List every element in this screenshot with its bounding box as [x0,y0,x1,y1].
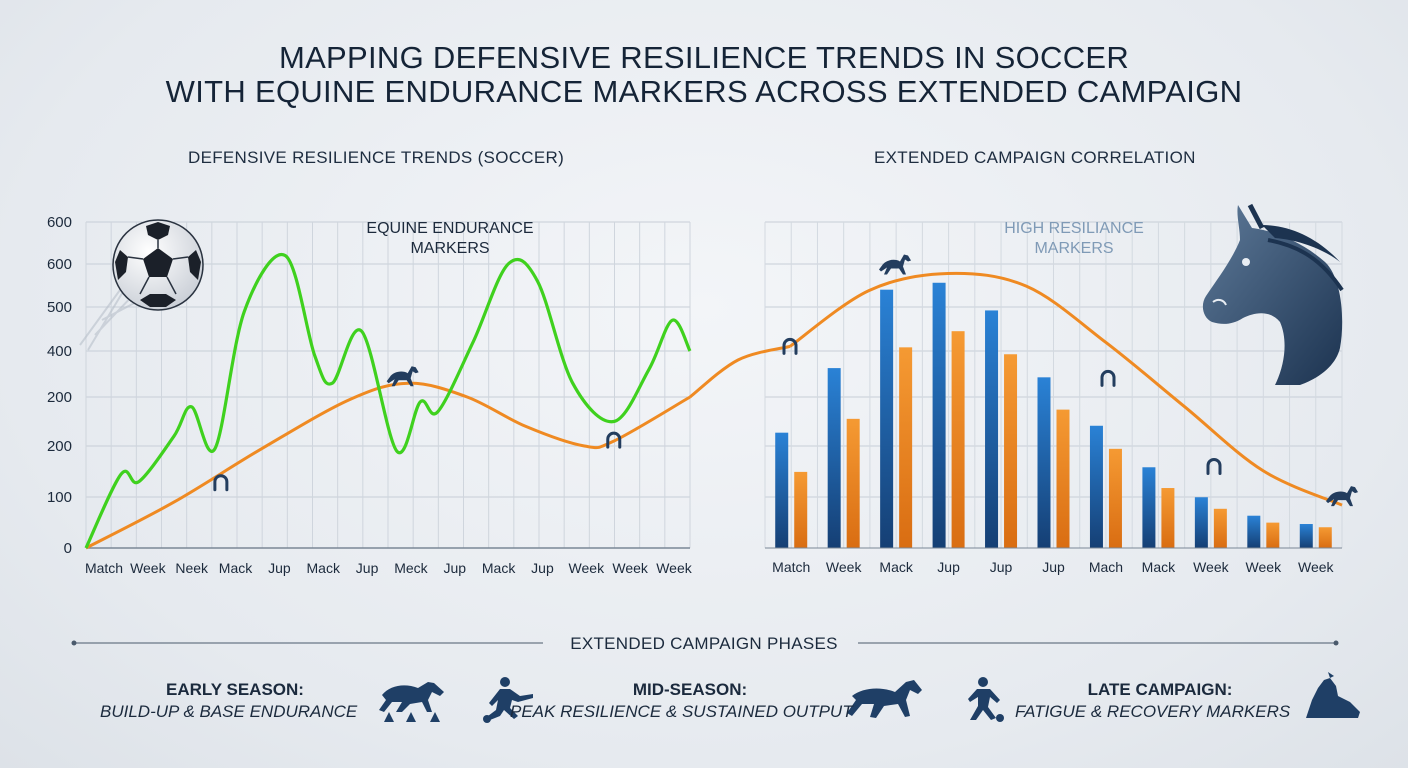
running-horse-icon [847,680,922,718]
resting-horse-icon [1306,672,1360,718]
x-tick-label: Week [1193,559,1230,575]
bridge-trend-line [689,344,791,399]
horseshoe-marker [1100,369,1116,387]
right-markers [782,254,1358,507]
phase-early-title: EARLY SEASON: [166,680,304,699]
bar-orange [1318,527,1332,548]
x-tick-label: Week [612,560,649,576]
bar-orange [899,347,913,548]
x-tick-label: Match [85,560,123,576]
divider-dot [1333,640,1339,646]
y-tick-label: 600 [47,256,72,273]
bar-orange [1213,508,1227,548]
bar-blue [985,310,999,548]
right-annotation: HIGH RESILIANCE MARKERS [1004,220,1144,257]
divider-dot [71,640,77,646]
horse-marker [879,254,911,275]
left-annotation: EQUINE ENDURANCE MARKERS [366,220,533,257]
y-tick-label: 100 [47,489,72,506]
horseshoe-marker [606,431,622,449]
left-markers [213,366,622,492]
horse-marker [1326,486,1358,507]
phases-header: EXTENDED CAMPAIGN PHASES [570,634,838,653]
page-title-line-1: Mapping Defensive Resilience Trends in S… [278,40,1130,75]
left-series-orange-line [85,381,691,550]
right-x-axis: Match Week Mack Jup Jup Jup Mach Mack Week Week We… [772,559,1334,575]
left-y-axis: 0 100 200 200 400 500 600 600 [47,214,72,557]
phase-mid-subtitle: PEAK RESILIENCE & SUSTAINED OUTPUT [510,702,853,721]
y-tick-label: 200 [47,438,72,455]
phase-late-title: LATE CAMPAIGN: [1087,680,1233,699]
bar-orange [1266,522,1280,548]
left-chart-title: Defensive Resilience Trends (Soccer) [188,148,565,167]
x-tick-label: Week [1246,559,1283,575]
horseshoe-marker [782,337,798,355]
x-tick-label: Jup [531,560,554,576]
bar-orange [1004,354,1018,548]
x-tick-label: Meck [394,560,428,576]
x-tick-label: Jup [990,559,1013,575]
phase-early-subtitle: BUILD-UP & BASE ENDURANCE [100,702,358,721]
bar-orange [846,418,860,548]
bar-orange [951,331,965,548]
x-tick-label: Week [130,560,167,576]
x-tick-label: Week [1298,559,1335,575]
x-tick-label: Jup [443,560,466,576]
bar-blue [775,432,789,548]
right-chart-title: Extended Campaign Correlation [874,148,1196,167]
bar-blue [880,289,894,548]
soccer-ball-icon [79,219,204,351]
x-tick-label: Jup [356,560,379,576]
horse-head-icon [1202,203,1344,385]
right-bars [775,282,1332,548]
x-tick-label: Mack [307,560,341,576]
x-tick-label: Match [772,559,810,575]
x-tick-label: Neek [175,560,209,576]
soccer-player-icon [483,677,533,723]
x-tick-label: Mack [1142,559,1176,575]
bar-blue [932,282,946,548]
x-tick-label: Week [656,560,693,576]
left-x-axis: Match Week Neek Mack Jup Mack Jup Meck Jup Mack Ju… [85,560,693,576]
bar-blue [1037,377,1051,548]
x-tick-label: Jup [937,559,960,575]
y-tick-label: 600 [47,214,72,231]
right-trend-line [789,271,1343,507]
bar-blue [1194,497,1208,548]
y-tick-label: 500 [47,299,72,316]
x-tick-label: Week [826,559,863,575]
bar-blue [1299,524,1313,548]
bar-orange [1108,448,1122,548]
x-tick-label: Mack [879,559,913,575]
horseshoe-marker [1206,458,1222,475]
horseshoe-marker [213,474,229,492]
bar-blue [1247,515,1261,548]
bar-orange [1161,488,1175,548]
bar-orange [1056,409,1070,548]
bar-orange [794,471,808,548]
x-tick-label: Jup [268,560,291,576]
y-tick-label: 200 [47,389,72,406]
page-title-line-2: With Equine Endurance Markers Across Ext… [165,74,1243,109]
phase-mid-title: MID-SEASON: [632,680,748,699]
phase-late-subtitle: FATIGUE & RECOVERY MARKERS [1015,702,1291,721]
x-tick-label: Jup [1042,559,1065,575]
x-tick-label: Mack [219,560,253,576]
soccer-player-kicking-icon [968,677,1004,722]
x-tick-label: Week [569,560,606,576]
galloping-horse-cones-icon [379,682,444,722]
y-tick-label: 0 [64,540,72,557]
bar-blue [1089,425,1103,548]
horse-marker [386,366,419,387]
bar-blue [1142,467,1156,548]
x-tick-label: Mach [1089,559,1123,575]
y-tick-label: 400 [47,343,72,360]
bar-blue [827,368,841,548]
x-tick-label: Mack [482,560,516,576]
left-series-green-line [84,252,692,549]
